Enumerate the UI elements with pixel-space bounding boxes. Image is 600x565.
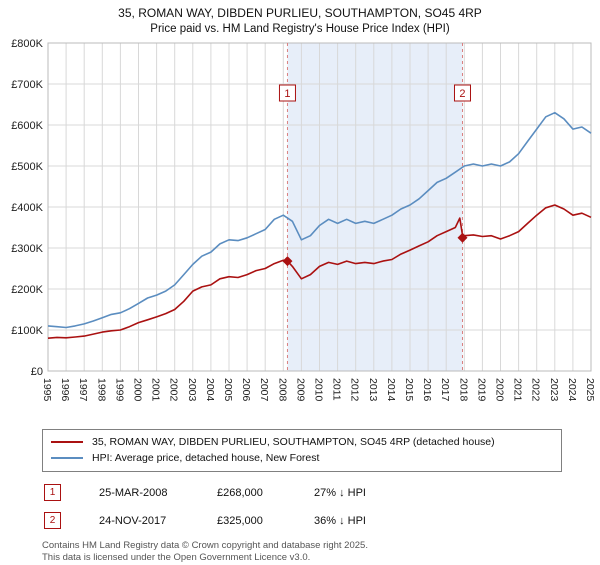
footer-line-2: This data is licensed under the Open Gov… <box>42 552 311 564</box>
x-tick-label: 1999 <box>113 378 125 402</box>
x-tick-label: 2010 <box>313 378 325 402</box>
x-tick-label: 2024 <box>566 378 578 402</box>
page-subtitle: Price paid vs. HM Land Registry's House … <box>150 23 450 35</box>
x-tick-label: 1996 <box>59 378 71 402</box>
y-tick-label: £200K <box>11 284 43 296</box>
legend-item-property: 35, ROMAN WAY, DIBDEN PURLIEU, SOUTHAMPT… <box>51 434 553 450</box>
x-tick-label: 2004 <box>204 378 216 402</box>
legend-item-label: HPI: Average price, detached house, New … <box>92 452 320 464</box>
hpi-line <box>47 111 592 329</box>
x-tick-label: 2017 <box>439 378 451 402</box>
legend-item-label: 35, ROMAN WAY, DIBDEN PURLIEU, SOUTHAMPT… <box>92 436 495 448</box>
sale-marker-diamond <box>457 232 468 243</box>
sale-marker-box <box>453 84 471 102</box>
x-tick-label: 1995 <box>41 378 53 402</box>
transaction-price: £268,000 <box>217 486 263 499</box>
license-footer: Contains HM Land Registry data © Crown c… <box>42 540 600 565</box>
x-tick-label: 2006 <box>240 378 252 402</box>
x-tick-label: 1998 <box>95 378 107 402</box>
x-tick-label: 1997 <box>77 378 89 402</box>
property-price-line <box>47 204 592 339</box>
transaction-date: 24-NOV-2017 <box>99 514 167 527</box>
x-tick-label: 2015 <box>403 378 415 402</box>
x-tick-label: 2012 <box>349 378 361 402</box>
sale-marker-diamond <box>282 256 293 267</box>
transaction-marker-2: 2 <box>44 512 61 529</box>
y-tick-label: £700K <box>11 79 43 91</box>
transaction-marker-1: 1 <box>44 484 61 501</box>
sale-marker-box <box>278 84 296 102</box>
transaction-hpi-diff: 27% ↓ HPI <box>314 486 366 499</box>
footer-line-1: Contains HM Land Registry data © Crown c… <box>42 540 368 551</box>
x-tick-label: 2025 <box>584 378 596 402</box>
x-tick-label: 2011 <box>331 378 343 401</box>
y-tick-label: £500K <box>11 161 43 173</box>
x-tick-label: 2019 <box>475 378 487 402</box>
legend-item-hpi: HPI: Average price, detached house, New … <box>51 450 553 466</box>
x-tick-label: 2001 <box>150 378 162 402</box>
x-tick-label: 2013 <box>367 378 379 402</box>
y-tick-label: £100K <box>11 325 43 337</box>
transaction-row: 1 25-MAR-2008 £268,000 27% ↓ HPI <box>44 484 600 501</box>
y-tick-label: £400K <box>11 202 43 214</box>
x-tick-label: 2020 <box>494 378 506 402</box>
y-tick-label: £600K <box>11 120 43 132</box>
y-tick-label: £800K <box>11 38 43 50</box>
page-title: 35, ROMAN WAY, DIBDEN PURLIEU, SOUTHAMPT… <box>118 6 482 20</box>
x-tick-label: 2014 <box>385 378 397 402</box>
y-tick-label: £300K <box>11 243 43 255</box>
x-tick-label: 2023 <box>548 378 560 402</box>
transaction-row: 2 24-NOV-2017 £325,000 36% ↓ HPI <box>44 512 600 529</box>
sale-marker-number: 2 <box>459 88 465 100</box>
x-tick-label: 2022 <box>530 378 542 402</box>
x-tick-label: 2000 <box>132 378 144 402</box>
x-tick-label: 2021 <box>512 378 524 402</box>
transaction-date: 25-MAR-2008 <box>99 486 168 499</box>
x-tick-label: 2018 <box>457 378 469 402</box>
x-tick-label: 2009 <box>294 378 306 402</box>
hpi-line-swatch <box>51 457 83 459</box>
chart-header: 35, ROMAN WAY, DIBDEN PURLIEU, SOUTHAMPT… <box>0 0 600 35</box>
property-line-swatch <box>51 441 83 443</box>
x-tick-label: 2016 <box>421 378 433 402</box>
transactions-list: 1 25-MAR-2008 £268,000 27% ↓ HPI 2 24-NO… <box>0 484 600 529</box>
price-chart: 1995 1996 1997 1998 1999 2000 2001 2002 2003 2004… <box>11 38 596 402</box>
x-tick-label: 2003 <box>186 378 198 402</box>
y-tick-label: £0 <box>31 366 43 378</box>
x-tick-label: 2002 <box>168 378 180 402</box>
x-tick-label: 2007 <box>258 378 270 402</box>
sale-marker-number: 1 <box>284 88 290 100</box>
transaction-hpi-diff: 36% ↓ HPI <box>314 514 366 527</box>
x-tick-label: 2008 <box>276 378 288 402</box>
x-tick-label: 2005 <box>222 378 234 402</box>
transaction-price: £325,000 <box>217 514 263 527</box>
chart-legend: 35, ROMAN WAY, DIBDEN PURLIEU, SOUTHAMPT… <box>42 429 562 472</box>
